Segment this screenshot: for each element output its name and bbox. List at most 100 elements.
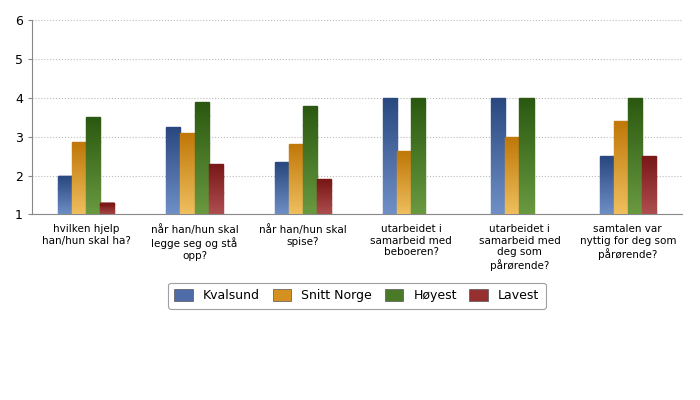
Bar <box>181 191 195 193</box>
Bar <box>72 182 86 183</box>
Bar <box>167 142 181 143</box>
Bar <box>86 164 100 166</box>
Bar <box>86 195 100 197</box>
Bar <box>181 134 195 136</box>
Bar <box>614 155 628 157</box>
Bar <box>317 207 331 208</box>
Bar <box>195 190 209 192</box>
Bar <box>628 162 642 164</box>
Bar <box>519 178 533 180</box>
Bar <box>72 145 86 146</box>
Bar <box>397 164 411 165</box>
Bar <box>614 168 628 169</box>
Bar <box>72 156 86 157</box>
Bar <box>491 125 505 127</box>
Bar <box>181 144 195 145</box>
Bar <box>209 202 223 203</box>
Bar <box>505 207 519 208</box>
Bar <box>505 174 519 176</box>
Bar <box>72 187 86 188</box>
Bar <box>411 166 425 168</box>
Bar <box>181 178 195 179</box>
Bar <box>519 127 533 129</box>
Bar <box>274 190 289 191</box>
Bar <box>383 193 397 195</box>
Bar <box>209 198 223 199</box>
Bar <box>491 140 505 142</box>
Bar <box>642 165 656 166</box>
Bar <box>195 128 209 130</box>
Bar <box>411 106 425 108</box>
Bar <box>614 204 628 205</box>
Bar <box>72 153 86 154</box>
Bar <box>628 133 642 135</box>
Bar <box>303 154 317 156</box>
Bar <box>519 123 533 125</box>
Bar <box>614 143 628 144</box>
Bar <box>628 168 642 170</box>
Bar <box>491 102 505 104</box>
Bar <box>58 202 72 203</box>
Bar <box>519 162 533 164</box>
Bar <box>289 205 303 206</box>
Bar <box>303 131 317 133</box>
Bar <box>209 189 223 190</box>
Bar <box>600 194 614 195</box>
Bar <box>411 125 425 127</box>
Bar <box>195 209 209 211</box>
Bar <box>167 150 181 152</box>
Bar <box>505 209 519 210</box>
Bar <box>491 170 505 172</box>
Bar <box>628 108 642 110</box>
Bar <box>411 189 425 191</box>
Bar <box>505 168 519 169</box>
Bar <box>519 102 533 104</box>
Bar <box>614 127 628 129</box>
Bar <box>209 178 223 179</box>
Bar <box>397 191 411 192</box>
Bar <box>317 193 331 194</box>
Bar <box>167 196 181 197</box>
Bar <box>86 203 100 205</box>
Bar <box>209 196 223 197</box>
Bar <box>642 162 656 163</box>
Bar <box>195 144 209 145</box>
Bar <box>72 170 86 171</box>
Bar <box>642 186 656 187</box>
Bar <box>383 189 397 191</box>
Bar <box>72 198 86 199</box>
Bar <box>209 170 223 171</box>
Bar <box>72 144 86 145</box>
Bar <box>491 164 505 166</box>
Bar <box>209 176 223 177</box>
Bar <box>289 172 303 173</box>
Bar <box>411 150 425 152</box>
Bar <box>397 199 411 200</box>
Bar <box>167 171 181 172</box>
Bar <box>505 147 519 148</box>
Bar <box>58 179 72 180</box>
Bar <box>397 169 411 170</box>
Bar <box>209 169 223 170</box>
Bar <box>181 175 195 176</box>
Bar <box>628 135 642 137</box>
Bar <box>167 140 181 142</box>
Bar <box>614 149 628 151</box>
Bar <box>181 176 195 178</box>
Bar <box>600 190 614 191</box>
Bar <box>642 199 656 200</box>
Bar <box>614 144 628 146</box>
Bar <box>195 116 209 117</box>
Bar <box>72 148 86 150</box>
Bar <box>274 168 289 169</box>
Bar <box>411 170 425 172</box>
Bar <box>72 190 86 192</box>
Bar <box>72 158 86 159</box>
Bar <box>614 152 628 154</box>
Bar <box>58 209 72 210</box>
Bar <box>303 144 317 146</box>
Bar <box>628 187 642 189</box>
Bar <box>72 184 86 186</box>
Bar <box>86 174 100 176</box>
Bar <box>600 205 614 206</box>
